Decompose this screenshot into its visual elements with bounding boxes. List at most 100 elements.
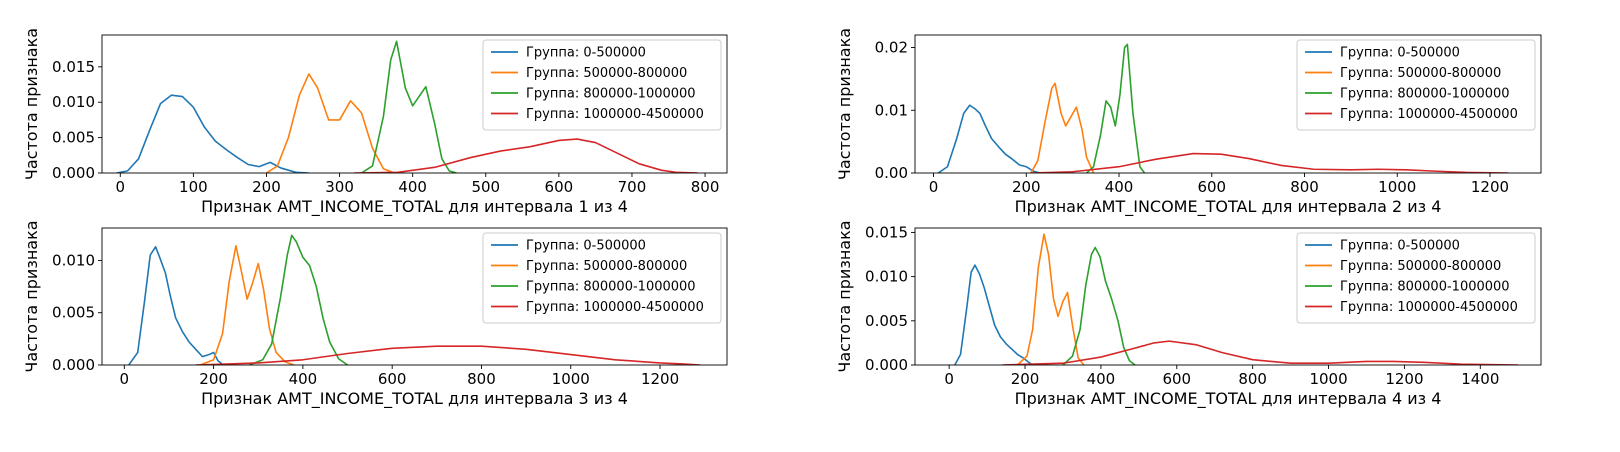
legend-box [482,232,722,324]
x-tick-label: 600 [1197,178,1226,196]
x-axis-label: Признак AMT_INCOME_TOTAL для интервала 1… [201,197,628,217]
legend-label-2: Группа: 500000-800000 [1340,259,1501,274]
x-tick-label: 800 [467,370,496,388]
x-tick-label: 0 [120,370,130,388]
series-line-1 [128,246,224,365]
x-tick-label: 800 [691,178,720,196]
legend-label-3: Группа: 800000-1000000 [1340,87,1510,102]
series-lines [116,40,698,173]
x-tick-label: 1200 [1471,178,1509,196]
axes-frame [101,34,728,174]
x-axis-label: Признак AMT_INCOME_TOTAL для интервала 3… [201,389,628,409]
legend-label-2: Группа: 500000-800000 [1340,66,1501,81]
y-tick-label: 0.015 [52,58,95,76]
x-tick-label: 1200 [641,370,679,388]
series-lines [128,234,701,365]
legend-label-4: Группа: 1000000-4500000 [1340,300,1518,315]
legend-label-3: Группа: 800000-1000000 [526,87,696,102]
series-line-3 [361,40,457,173]
legend: Группа: 0-500000 Группа: 500000-800000 Гру… [482,232,722,324]
x-tick-label: 600 [545,178,574,196]
legend-label-4: Группа: 1000000-4500000 [526,300,704,315]
series-line-3 [249,234,348,365]
axes-frame [914,34,1542,174]
subplot-4: 0 200 400 600 800 1000 1200 1400 0.000 0.005 0.010… [835,220,1542,409]
y-axis-label: Частота признака [22,220,41,372]
x-tick-label: 400 [398,178,427,196]
axes-frame [914,227,1542,366]
x-tick-label: 400 [289,370,318,388]
series-line-1 [937,104,1041,173]
y-tick-label: 0.010 [52,251,95,269]
series-line-3 [1062,246,1136,365]
legend-label-1: Группа: 0-500000 [1340,239,1460,254]
series-line-4 [1002,340,1519,365]
y-tick-label: 0.00 [875,164,908,182]
y-tick-label: 0.005 [52,129,95,147]
y-tick-label: 0.010 [865,268,908,286]
x-tick-label: 0 [116,178,126,196]
x-tick-label: 300 [325,178,354,196]
legend-box [1296,39,1536,131]
legend-label-4: Группа: 1000000-4500000 [1340,107,1518,122]
x-tick-label: 1000 [1309,370,1347,388]
series-line-3 [1086,43,1146,173]
subplot-2: 0 200 400 600 800 1000 1200 0.00 0.01 0.02 Признак… [835,28,1542,217]
legend: Группа: 0-500000 Группа: 500000-800000 Гру… [1296,39,1536,131]
x-tick-label: 0 [929,178,939,196]
legend-label-1: Группа: 0-500000 [526,46,646,61]
legend-label-2: Группа: 500000-800000 [526,66,687,81]
legend-label-1: Группа: 0-500000 [526,239,646,254]
legend-label-2: Группа: 500000-800000 [526,259,687,274]
y-tick-label: 0.01 [875,101,908,119]
x-tick-label: 1200 [1385,370,1423,388]
y-axis-label: Частота признака [22,28,41,180]
x-tick-label: 800 [1290,178,1319,196]
x-axis-label: Признак AMT_INCOME_TOTAL для интервала 2… [1015,197,1442,217]
legend-label-3: Группа: 800000-1000000 [1340,280,1510,295]
y-tick-label: 0.005 [865,312,908,330]
subplot-3: 0 200 400 600 800 1000 1200 0.000 0.005 0.010 Приз… [22,220,728,409]
series-line-2 [1016,233,1085,365]
y-axis-label: Частота признака [835,220,854,372]
legend-box [1296,232,1536,324]
x-tick-label: 500 [471,178,500,196]
series-line-2 [199,244,295,365]
x-axis-label: Признак AMT_INCOME_TOTAL для интервала 4… [1015,389,1442,409]
series-line-1 [954,264,1034,365]
series-line-4 [354,138,698,173]
x-tick-label: 1000 [552,370,590,388]
y-tick-label: 0.010 [52,93,95,111]
x-tick-label: 100 [179,178,208,196]
y-tick-label: 0.000 [52,164,95,182]
subplot-1: 0 100 200 300 400 500 600 700 800 0.000 0.005 0.010… [22,28,728,217]
x-tick-label: 400 [1105,178,1134,196]
x-tick-label: 200 [1012,178,1041,196]
y-axis-label: Частота признака [835,28,854,180]
series-lines [954,233,1519,365]
x-tick-label: 400 [1087,370,1116,388]
x-tick-label: 0 [944,370,954,388]
series-line-2 [1030,82,1095,173]
x-tick-label: 1000 [1378,178,1416,196]
y-tick-label: 0.02 [875,39,908,57]
legend: Группа: 0-500000 Группа: 500000-800000 Гру… [1296,232,1536,324]
y-tick-label: 0.000 [865,356,908,374]
legend-label-3: Группа: 800000-1000000 [526,280,696,295]
legend-label-4: Группа: 1000000-4500000 [526,107,704,122]
legend-box [482,39,722,131]
x-tick-label: 700 [618,178,647,196]
series-lines [937,43,1509,173]
x-tick-label: 600 [1162,370,1191,388]
x-tick-label: 800 [1238,370,1267,388]
series-line-4 [195,345,701,365]
series-line-1 [116,94,309,173]
x-tick-label: 600 [378,370,407,388]
series-line-2 [266,73,395,173]
y-tick-label: 0.015 [865,223,908,241]
y-tick-label: 0.005 [52,304,95,322]
x-tick-label: 200 [252,178,281,196]
legend-label-1: Группа: 0-500000 [1340,46,1460,61]
x-tick-label: 200 [1011,370,1040,388]
